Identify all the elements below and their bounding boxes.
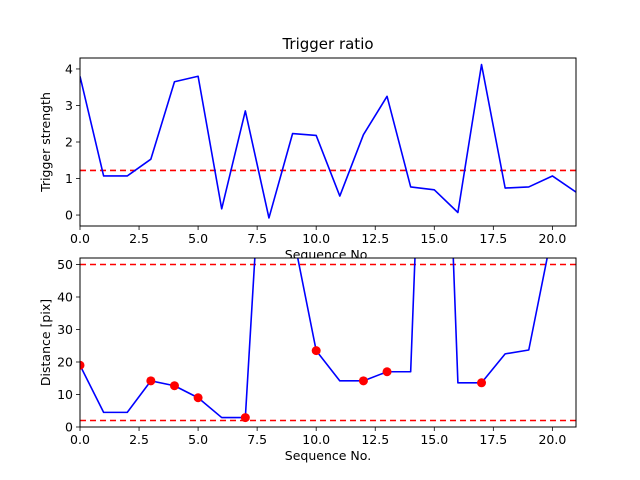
y-tick-label: 1 <box>65 171 73 186</box>
marker-point <box>358 376 368 386</box>
x-tick-label: 2.5 <box>129 231 149 246</box>
x-tick-label: 10.0 <box>302 231 330 246</box>
marker-point <box>382 367 392 377</box>
y-tick-label: 0 <box>65 420 73 435</box>
marker-point <box>193 393 203 403</box>
marker-point <box>311 346 321 356</box>
y-tick-label: 30 <box>57 322 73 337</box>
x-tick-label: 12.5 <box>361 432 389 447</box>
x-tick-label: 2.5 <box>129 432 149 447</box>
series-line <box>80 258 548 419</box>
plot-content <box>80 258 576 423</box>
x-tick-label: 15.0 <box>420 432 448 447</box>
y-tick-label: 10 <box>57 387 73 402</box>
y-tick-label: 0 <box>65 208 73 223</box>
series-line <box>80 63 576 219</box>
chart-title: Trigger ratio <box>281 35 373 53</box>
plot-content <box>80 63 576 219</box>
x-tick-label: 0.0 <box>70 432 90 447</box>
marker-point <box>240 413 250 423</box>
marker-point <box>146 376 156 386</box>
chart-distance: 0.0 2.5 5.0 7.5 10.0 12.5 15.0 17.5 20.0 0 10 20 30 4… <box>38 257 577 463</box>
x-tick-label: 7.5 <box>247 231 267 246</box>
x-tick-label: 17.5 <box>479 231 507 246</box>
plot-area <box>80 58 576 226</box>
x-axis-label: Sequence No. <box>285 448 371 463</box>
marker-point <box>477 378 487 388</box>
x-tick-label: 15.0 <box>420 231 448 246</box>
x-tick-label: 5.0 <box>188 432 208 447</box>
y-axis-label: Distance [pix] <box>38 299 53 386</box>
y-tick-label: 20 <box>57 355 73 370</box>
y-tick-label: 4 <box>65 61 73 76</box>
y-axis-label: Trigger strength <box>38 92 53 193</box>
x-tick-label: 17.5 <box>479 432 507 447</box>
marker-point <box>169 381 179 391</box>
x-tick-label: 7.5 <box>247 432 267 447</box>
x-tick-label: 12.5 <box>361 231 389 246</box>
x-tick-label: 0.0 <box>70 231 90 246</box>
y-tick-label: 2 <box>65 135 73 150</box>
y-tick-label: 40 <box>57 290 73 305</box>
plot-area <box>80 258 576 427</box>
chart-trigger-ratio: 0.0 2.5 5.0 7.5 10.0 12.5 15.0 17.5 20.001234Seq… <box>38 35 577 262</box>
axes-frame <box>79 257 577 428</box>
y-tick-label: 3 <box>65 98 73 113</box>
x-tick-label: 20.0 <box>538 231 566 246</box>
x-tick-label: 5.0 <box>188 231 208 246</box>
marker-point <box>80 360 85 370</box>
x-tick-label: 10.0 <box>302 432 330 447</box>
x-tick-label: 20.0 <box>538 432 566 447</box>
y-tick-label: 50 <box>57 257 73 272</box>
